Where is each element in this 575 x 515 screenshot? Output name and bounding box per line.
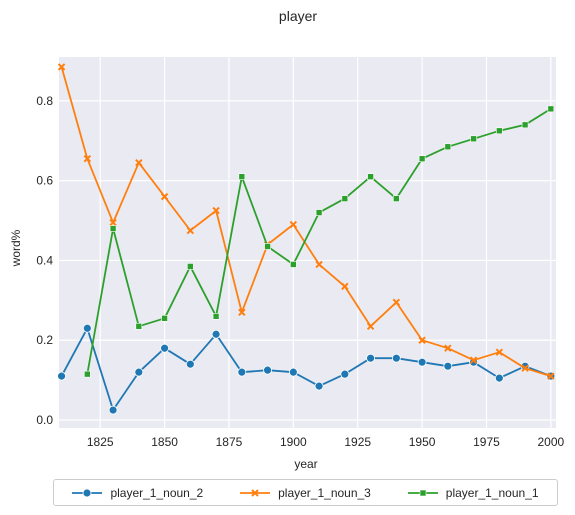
x-tick-label: 1975 [473,435,500,449]
data-point [340,369,350,379]
data-point [547,105,555,113]
data-point [366,353,375,363]
data-point [443,361,453,371]
data-point [238,173,246,180]
data-point [315,260,323,269]
series-player_1_noun_2 [57,323,556,415]
legend: player_1_noun_2 player_1_noun_3 player_1… [53,479,558,506]
plot-area [59,57,556,428]
y-axis-label: word% [9,229,23,267]
x-tick-label: 1875 [216,435,243,449]
data-point [495,348,504,356]
data-point [341,195,349,202]
data-point [444,143,452,151]
data-point [289,220,298,229]
series-player_1_noun_1 [84,105,555,378]
data-point [57,371,66,381]
data-point [185,359,195,369]
data-point [134,367,144,377]
legend-item-noun-3: player_1_noun_3 [240,486,371,500]
data-point [82,323,92,333]
data-point [109,218,117,227]
legend-label: player_1_noun_3 [278,485,371,500]
data-point [288,367,298,377]
data-point [263,365,272,375]
legend-label: player_1_noun_2 [110,485,204,500]
series-layer [57,63,556,415]
data-point [496,127,503,135]
x-tick-label: 1850 [151,435,178,449]
data-point [341,282,349,291]
data-point [212,206,220,215]
y-tick-label: 0.0 [36,413,53,427]
data-point [547,372,555,380]
x-axis-label: year [294,457,317,471]
data-point [393,195,400,202]
data-point [290,261,297,268]
gridlines [59,57,556,428]
x-tick-label: 1825 [87,435,114,449]
legend-swatch-circle [72,488,103,497]
x-tick-labels: 1825 1850 1875 1900 1925 1950 1975 2000 [87,435,565,449]
y-tick-label: 0.8 [36,94,53,108]
x-tick-label: 2000 [537,435,564,449]
legend-label: player_1_noun_1 [445,485,539,500]
data-point [418,336,426,344]
data-point [108,405,118,415]
series-line [60,66,552,377]
data-point [237,367,247,377]
data-point [161,314,168,322]
data-point [494,373,504,383]
y-tick-labels: 0.0 0.2 0.4 0.6 0.8 [36,94,53,427]
data-point [83,155,92,163]
data-point [109,225,117,232]
data-point [444,344,452,352]
data-point [160,192,169,201]
chart-title: player [279,8,317,24]
x-tick-label: 1925 [344,435,371,449]
data-point [187,263,194,270]
data-point [135,322,143,330]
data-point [315,209,323,216]
data-point [211,329,221,339]
data-point [238,308,246,317]
data-point [418,155,426,163]
y-tick-label: 0.4 [36,253,53,267]
data-point [469,356,478,364]
y-tick-label: 0.2 [36,333,53,347]
data-point [470,135,477,143]
data-point [366,322,375,330]
data-point [417,357,427,367]
data-point [135,159,143,167]
data-point [367,173,374,180]
data-point [521,364,529,372]
x-tick-label: 1950 [409,435,436,449]
series-player_1_noun_3 [57,63,555,380]
legend-item-noun-1: player_1_noun_1 [407,485,539,500]
data-point [264,243,271,250]
chart: 1825 1850 1875 1900 1925 1950 1975 2000 0.00.20… [9,8,565,471]
data-point [212,313,220,320]
data-point [57,63,66,71]
data-point [521,121,529,129]
data-point [84,370,91,378]
legend-swatch-square [407,489,438,496]
data-point [392,298,401,307]
data-point [391,353,401,363]
data-point [160,343,169,353]
legend-item-noun-2: player_1_noun_2 [72,486,203,500]
legend-swatch-x [240,488,271,497]
x-tick-label: 1900 [280,435,307,449]
y-tick-label: 0.6 [36,174,53,188]
data-point [314,381,324,391]
data-point [186,226,195,235]
